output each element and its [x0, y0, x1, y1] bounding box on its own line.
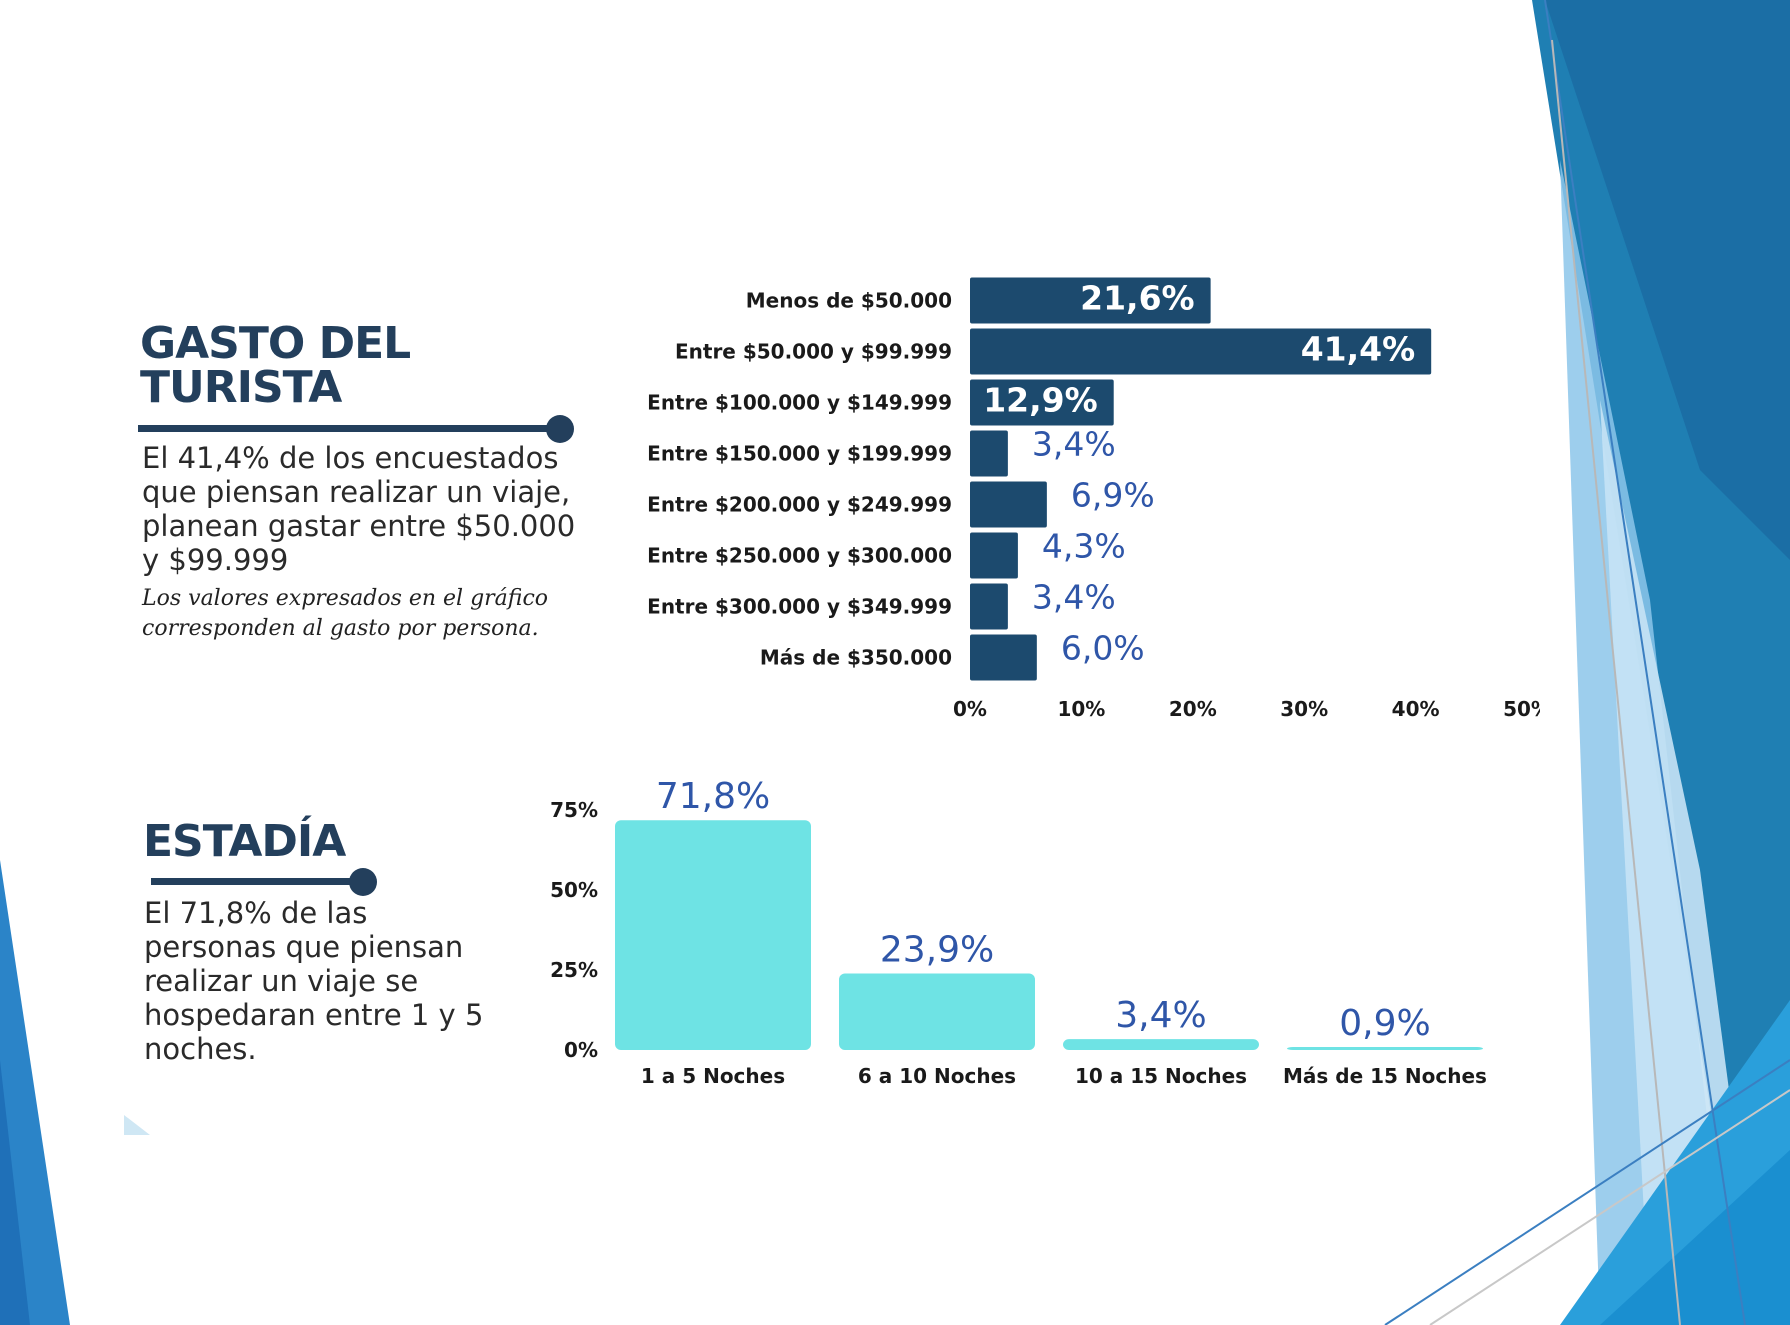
right-accent-line-gray [1551, 39, 1681, 1325]
gasto-x-tick-label: 10% [1057, 697, 1105, 721]
gasto-value-label: 41,4% [1301, 330, 1416, 369]
right-panel-mid [1545, 0, 1790, 560]
estadia-category-label: Más de 15 Noches [1283, 1064, 1487, 1088]
estadia-y-tick-label: 75% [550, 798, 598, 822]
estadia-bar [1063, 1039, 1259, 1050]
estadia-category-label: 10 a 15 Noches [1075, 1064, 1247, 1088]
gasto-bar [970, 634, 1037, 681]
estadia-y-tick-label: 50% [550, 878, 598, 902]
estadia-value-label: 71,8% [656, 776, 770, 817]
gasto-x-tick-label: 40% [1392, 697, 1440, 721]
gasto-description: El 41,4% de los encuestados que piensan … [142, 441, 576, 577]
gasto-x-tick-label: 20% [1169, 697, 1217, 721]
estadia-value-label: 3,4% [1115, 995, 1206, 1036]
gasto-category-label: Entre $100.000 y $149.999 [647, 391, 952, 415]
estadia-title: ESTADÍA [143, 816, 346, 867]
gasto-value-label: 3,4% [1032, 425, 1116, 464]
left-panel-mid [0, 860, 70, 1325]
gasto-bar [970, 379, 1114, 426]
gasto-category-label: Entre $250.000 y $300.000 [647, 544, 952, 568]
right-panel-bright-2 [1600, 1150, 1790, 1325]
gasto-bar [970, 328, 1432, 375]
estadia-bar [1287, 1047, 1483, 1050]
estadia-chart: 0% 25% 50% 75% 71,8% 1 a 5 Noches 23,9% 6 a 10 … [550, 776, 1487, 1088]
estadia-y-tick-label: 0% [564, 1038, 598, 1062]
gasto-value-label: 6,0% [1061, 629, 1145, 668]
gasto-bar [970, 430, 1008, 477]
gasto-chart: Menos de $50.000 21,6% Entre $50.000 y $99… [647, 277, 1540, 721]
gasto-x-tick-label: 50% [1503, 697, 1540, 721]
bottom-accent-line-gray [1429, 1089, 1790, 1325]
estadia-category-label: 1 a 5 Noches [641, 1064, 785, 1088]
gasto-value-label: 12,9% [983, 381, 1098, 420]
gasto-value-label: 3,4% [1032, 578, 1116, 617]
gasto-bar [970, 583, 1008, 630]
estadia-title-rule [151, 878, 371, 885]
gasto-value-label: 6,9% [1071, 476, 1155, 515]
estadia-title-rule-dot [349, 868, 377, 896]
right-accent-line [1544, 0, 1746, 1325]
estadia-description: El 71,8% de las personas que piensan rea… [144, 896, 484, 1066]
estadia-value-label: 0,9% [1339, 1003, 1430, 1044]
gasto-bar [970, 277, 1211, 324]
gasto-category-label: Entre $150.000 y $199.999 [647, 442, 952, 466]
left-small-triangle [124, 1115, 150, 1135]
gasto-value-label: 4,3% [1042, 527, 1126, 566]
gasto-title-rule [138, 425, 560, 432]
gasto-title: GASTO DEL TURISTA [140, 318, 411, 413]
gasto-category-label: Más de $350.000 [760, 646, 952, 670]
gasto-category-label: Entre $300.000 y $349.999 [647, 595, 952, 619]
gasto-bar [970, 532, 1018, 579]
estadia-value-label: 23,9% [880, 930, 994, 971]
gasto-category-label: Menos de $50.000 [746, 289, 952, 313]
gasto-value-label: 21,6% [1080, 279, 1195, 318]
estadia-category-label: 6 a 10 Noches [858, 1064, 1016, 1088]
gasto-category-label: Entre $200.000 y $249.999 [647, 493, 952, 517]
estadia-y-tick-label: 25% [550, 958, 598, 982]
estadia-bar [839, 973, 1035, 1050]
gasto-note: Los valores expresados en el gráfico cor… [142, 586, 549, 641]
gasto-bar [970, 481, 1047, 528]
bottom-accent-line [1384, 1059, 1790, 1325]
gasto-x-tick-label: 30% [1280, 697, 1328, 721]
gasto-category-label: Entre $50.000 y $99.999 [675, 340, 952, 364]
gasto-x-tick-label: 0% [953, 697, 987, 721]
gasto-title-rule-dot [546, 415, 574, 443]
estadia-bar [615, 820, 811, 1050]
